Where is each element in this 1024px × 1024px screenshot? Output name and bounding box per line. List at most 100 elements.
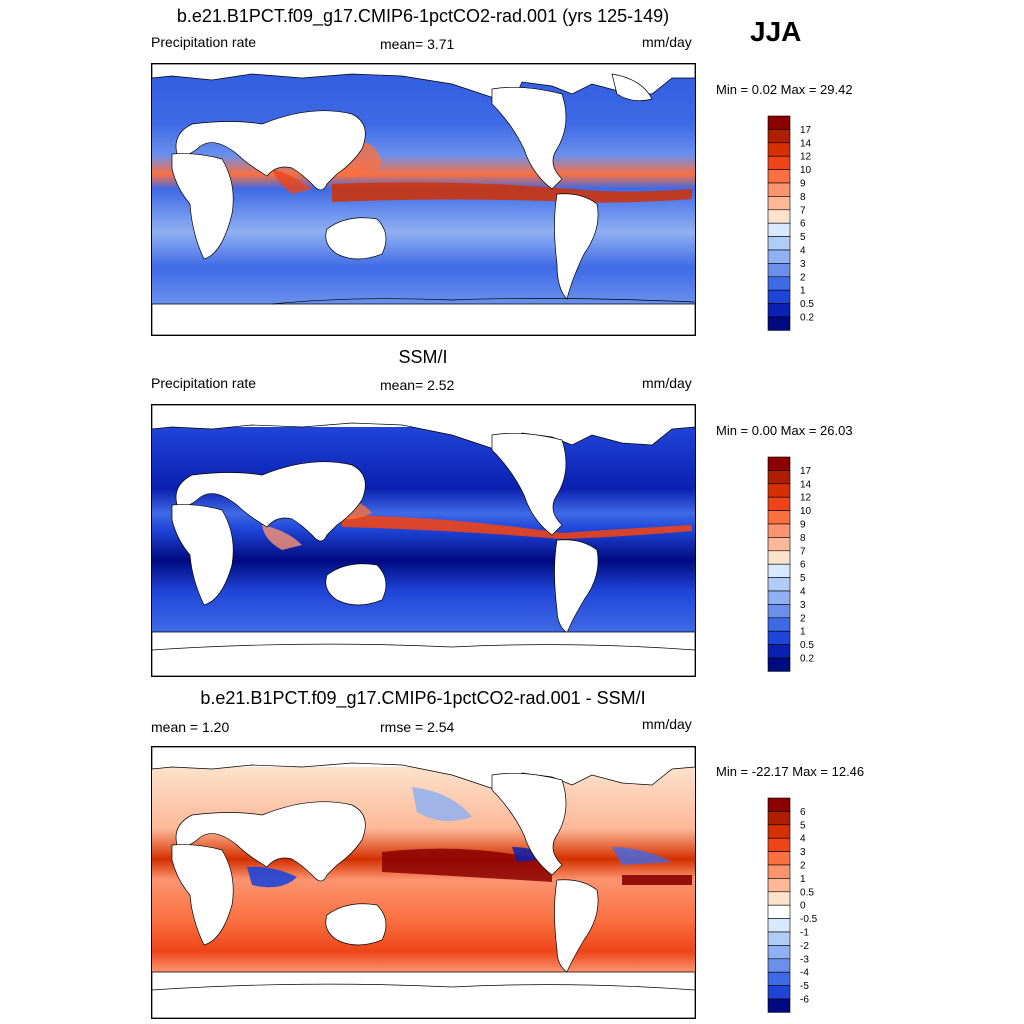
- panel-2-left-label: Precipitation rate: [151, 375, 257, 391]
- panel-1-colorbar-box: [767, 196, 791, 211]
- panel-1-colorbar-label: 7: [800, 205, 806, 216]
- panel-1-colorbar-label: 14: [800, 138, 812, 149]
- panel-3-colorbar-box: [767, 864, 791, 879]
- panel-1-colorbar-label: 0.2: [800, 313, 814, 324]
- panel-2-bay-bengal: [262, 525, 302, 550]
- panel-3-colorbar-label: -4: [800, 968, 809, 979]
- panel-2-itcz-band: [342, 515, 692, 539]
- panel-2-minmax: Min = 0.00 Max = 26.03: [716, 423, 853, 438]
- panel-1-map: [151, 63, 696, 336]
- panel-1-title: b.e21.B1PCT.f09_g17.CMIP6-1pctCO2-rad.00…: [176, 6, 670, 26]
- panel-1-colorbar-label: 17: [800, 125, 812, 136]
- panel-3-north-atlantic-anomaly: [612, 847, 672, 865]
- panel-2-map: [151, 404, 696, 677]
- panel-3-map: [151, 746, 696, 1019]
- panel-3-positive-anomaly: [382, 848, 552, 882]
- panel-2-colorbar-box: [767, 630, 791, 645]
- panel-3-colorbar-label: -0.5: [800, 914, 818, 925]
- panel-2-continents: [152, 405, 695, 676]
- panel-3-colorbar-label: 1: [800, 874, 806, 885]
- panel-3-colorbar-label: 3: [800, 847, 806, 858]
- panel-2-colorbar-box: [767, 604, 791, 619]
- panel-3-colorbar-box: [767, 971, 791, 986]
- panel-2-colorbar-label: 5: [800, 573, 806, 584]
- panel-1-colorbar-box: [767, 276, 791, 291]
- panel-1-colorbar-box: [767, 155, 791, 170]
- panel-1-colorbar-label: 0.5: [800, 299, 814, 310]
- panel-2-colorbar-box: [767, 577, 791, 592]
- panel-3-title: b.e21.B1PCT.f09_g17.CMIP6-1pctCO2-rad.00…: [200, 688, 646, 708]
- panel-1-colorbar-label: 2: [800, 272, 806, 283]
- panel-2-colorbar-label: 0.5: [800, 640, 814, 651]
- panel-3-left-label: mean = 1.20: [151, 719, 230, 735]
- panel-3-colorbar-box: [767, 837, 791, 852]
- panel-2-colorbar-label: 4: [800, 587, 806, 598]
- panel-3-colorbar-box: [767, 945, 791, 960]
- panel-2-colorbar-label: 8: [800, 533, 806, 544]
- panel-1-colorbar-label: 4: [800, 246, 806, 257]
- panel-3-colorbar-box: [767, 797, 791, 812]
- panel-2-colorbar-box: [767, 550, 791, 565]
- panel-3-north-pacific-anomaly: [412, 787, 472, 821]
- panel-1-continents: [152, 64, 695, 335]
- panel-2-colorbar-label: 6: [800, 560, 806, 571]
- panel-1-colorbar-box: [767, 169, 791, 184]
- panel-2-colorbar-label: 12: [800, 493, 812, 504]
- panel-3-colorbar-label: 0.5: [800, 887, 814, 898]
- panel-2-colorbar-label: 1: [800, 627, 806, 638]
- panel-2-colorbar-label: 3: [800, 600, 806, 611]
- panel-2-colorbar-box: [767, 483, 791, 498]
- panel-1-colorbar-box: [767, 263, 791, 278]
- panel-3-atlantic-anomaly: [622, 875, 692, 885]
- panel-2-colorbar-box: [767, 496, 791, 511]
- panel-2-colorbar-label: 14: [800, 479, 812, 490]
- panel-1-minmax: Min = 0.02 Max = 29.42: [716, 82, 853, 97]
- panel-3-colorbar-box: [767, 878, 791, 893]
- panel-2-colorbar-box: [767, 456, 791, 471]
- panel-1-colorbar-label: 12: [800, 152, 812, 163]
- panel-1-colorbar-box: [767, 289, 791, 304]
- panel-3-colorbar-label: -5: [800, 981, 809, 992]
- panel-1-colorbar-box: [767, 316, 791, 331]
- panel-1-itcz-band: [332, 182, 692, 203]
- panel-2-colorbar-label: 9: [800, 520, 806, 531]
- panel-3-minmax: Min = -22.17 Max = 12.46: [716, 764, 865, 779]
- panel-3-colorbar-label: 4: [800, 834, 806, 845]
- panel-1-colorbar-box: [767, 182, 791, 197]
- panel-3-colorbar-box: [767, 811, 791, 826]
- panel-1-colorbar-box: [767, 249, 791, 264]
- panel-3-colorbar-label: 0: [800, 901, 806, 912]
- panel-1-colorbar-box: [767, 129, 791, 144]
- panel-2-colorbar-label: 2: [800, 613, 806, 624]
- panel-2-colorbar-label: 0.2: [800, 654, 814, 665]
- panel-1-bay-bengal: [272, 169, 312, 194]
- panel-1-colorbar-label: 8: [800, 192, 806, 203]
- panel-3-colorbar-label: -1: [800, 928, 809, 939]
- panel-1-colorbar-label: 6: [800, 219, 806, 230]
- panel-3-colorbar-box: [767, 918, 791, 933]
- panel-3-colorbar-label: -6: [800, 995, 809, 1006]
- panel-3-colorbar-label: -2: [800, 941, 809, 952]
- panel-2-units: mm/day: [642, 375, 692, 391]
- panel-1-colorbar-box: [767, 303, 791, 318]
- panel-2-colorbar-box: [767, 470, 791, 485]
- panel-1-colorbar-box: [767, 142, 791, 157]
- panel-2-colorbar-box: [767, 617, 791, 632]
- panel-1-colorbar-box: [767, 209, 791, 224]
- panel-3-colorbar-box: [767, 958, 791, 973]
- panel-1-colorbar-label: 3: [800, 259, 806, 270]
- panel-3-colorbar-box: [767, 851, 791, 866]
- panel-2-colorbar-box: [767, 590, 791, 605]
- season-label: JJA: [750, 16, 802, 47]
- panel-3-units: mm/day: [642, 716, 692, 732]
- panel-2-colorbar-box: [767, 537, 791, 552]
- panel-3-negative-anomaly: [247, 866, 297, 888]
- panel-3-colorbar-box: [767, 904, 791, 919]
- panel-1-colorbar-label: 10: [800, 165, 812, 176]
- panel-2-title: SSM/I: [398, 347, 448, 367]
- panel-1-colorbar-box: [767, 222, 791, 237]
- panel-1-colorbar-label: 9: [800, 179, 806, 190]
- panel-2-colorbar-label: 7: [800, 546, 806, 557]
- panel-3-colorbar-box: [767, 998, 791, 1013]
- panel-1-colorbar: 17 14 12 10 9 8 7 6 5 4 3 2 1 0.5 0.2: [767, 115, 828, 331]
